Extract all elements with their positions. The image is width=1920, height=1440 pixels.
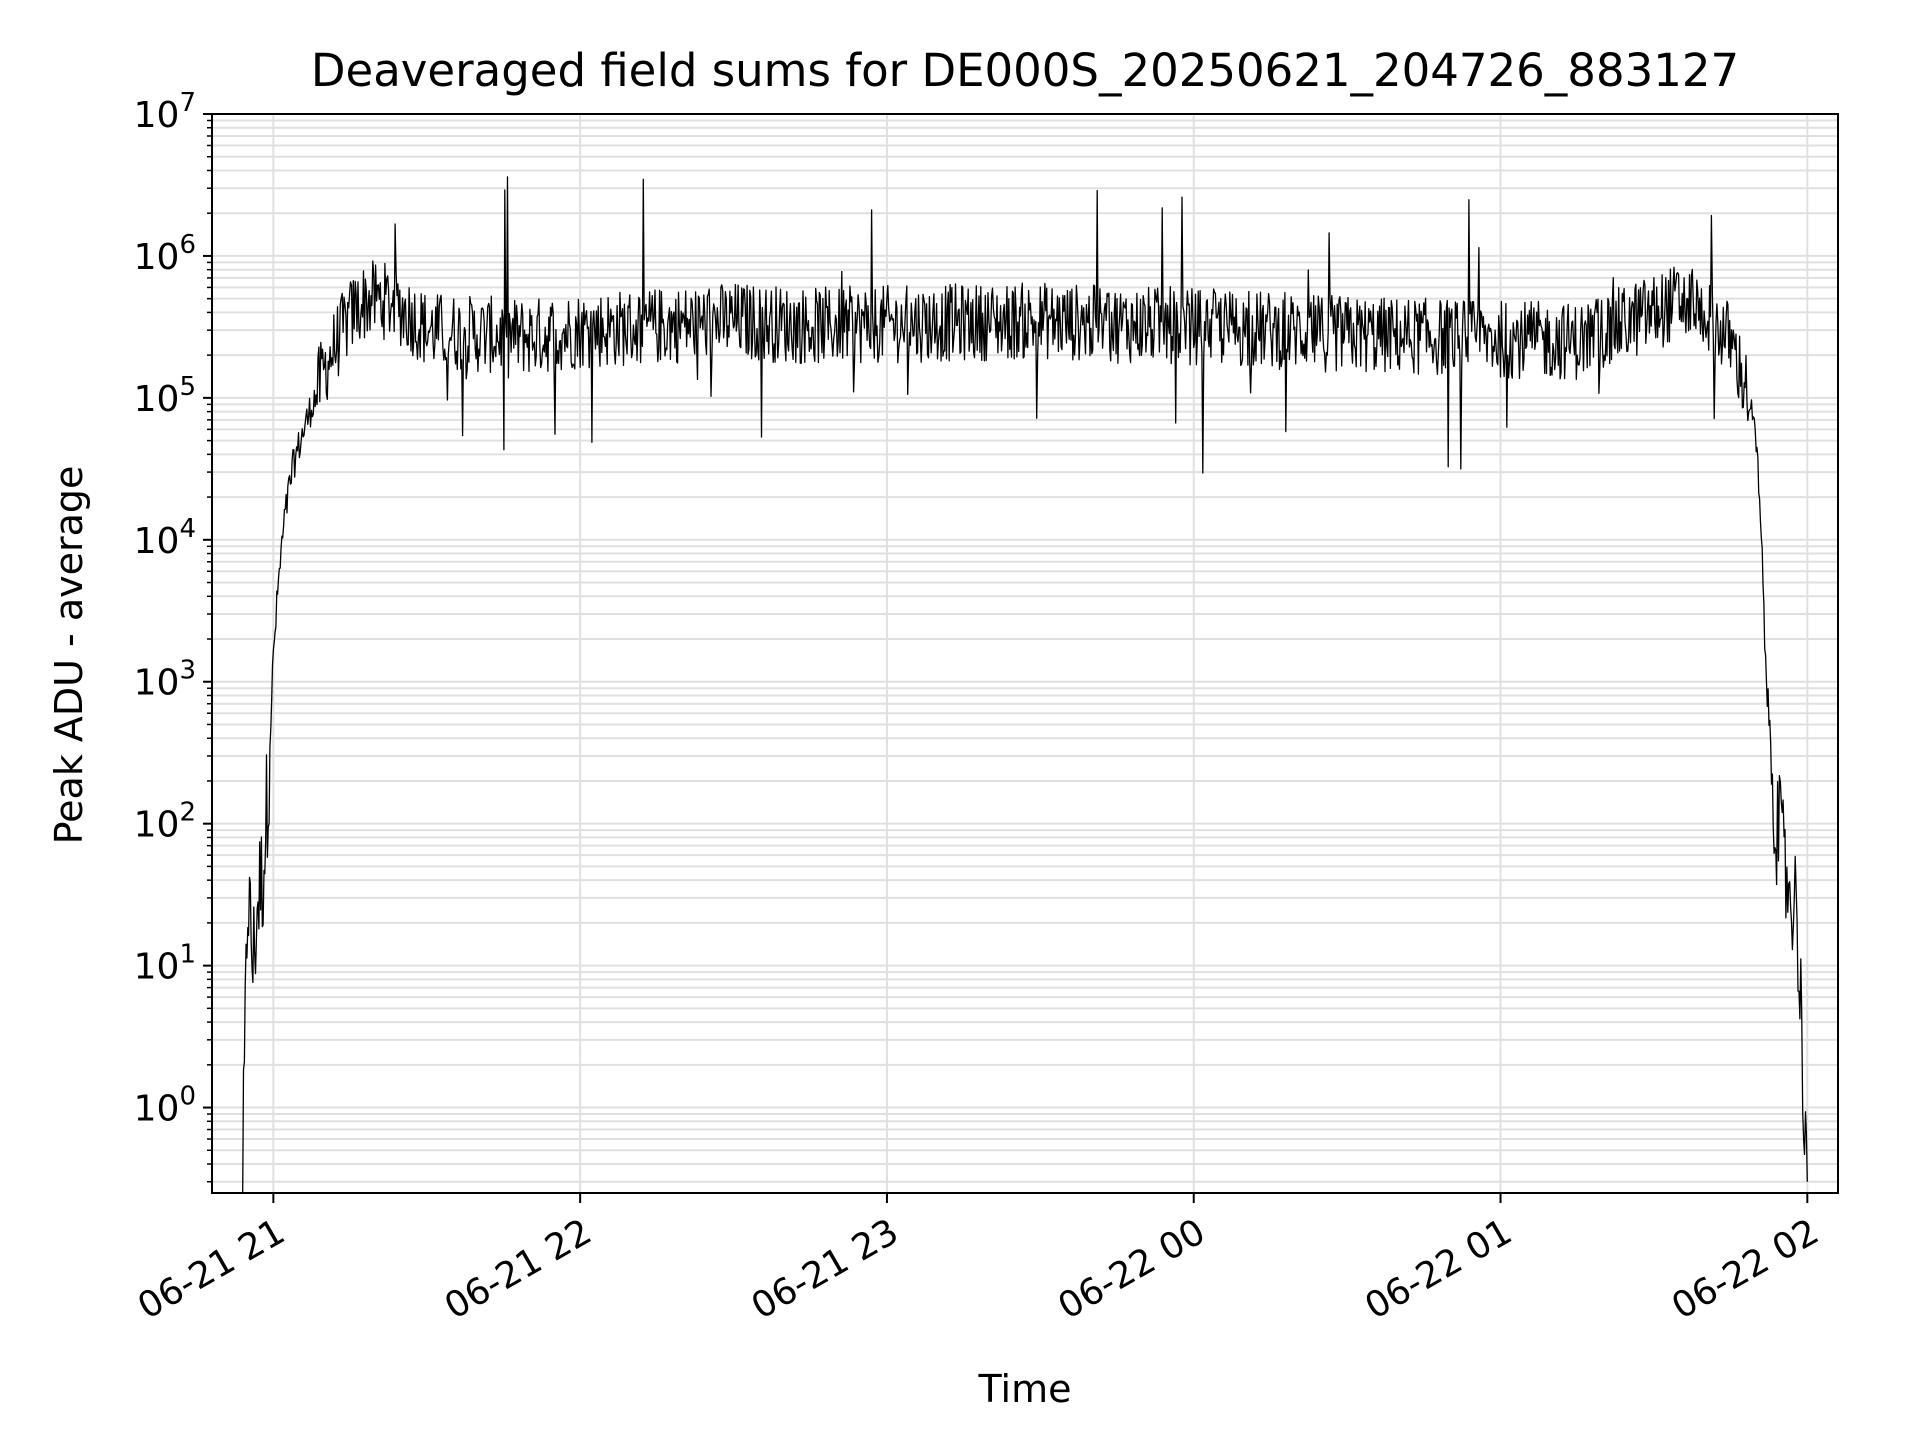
y-tick-label: 102	[134, 798, 196, 846]
x-axis-label: Time	[978, 1367, 1072, 1411]
series-line	[242, 176, 1808, 1194]
y-tick-label: 100	[134, 1082, 196, 1130]
plot-area	[242, 176, 1808, 1194]
y-tick-label: 107	[134, 88, 196, 136]
y-tick-label: 104	[134, 514, 196, 562]
y-tick-label: 106	[134, 230, 196, 278]
y-tick-label: 105	[134, 372, 196, 420]
y-tick-label: 103	[134, 656, 196, 704]
chart-title: Deaveraged field sums for DE000S_2025062…	[311, 44, 1739, 97]
y-tick-label: 101	[134, 940, 196, 988]
plot-frame	[211, 113, 1839, 1194]
y-axis-label: Peak ADU - average	[47, 466, 91, 845]
grid	[212, 113, 1838, 1193]
